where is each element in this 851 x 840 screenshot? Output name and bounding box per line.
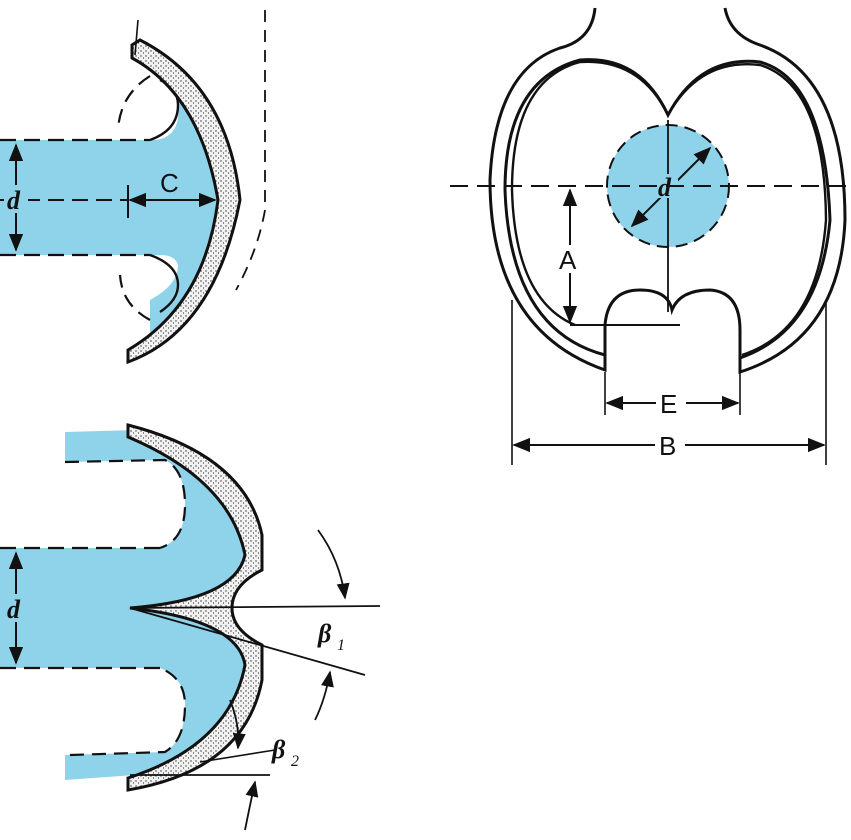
label-beta-2: β (271, 735, 286, 764)
label-a: A (559, 245, 577, 275)
label-e: E (660, 389, 677, 419)
label-depth-c: C (160, 168, 179, 198)
top-section-view: C d (0, 10, 266, 365)
bucket-shell-top (126, 38, 242, 365)
label-b: B (659, 431, 676, 461)
label-diameter-front: d (658, 173, 672, 202)
front-view: d A E B (450, 7, 851, 465)
label-beta-1-sub: 1 (337, 637, 345, 654)
jet-fluid-bottom (0, 430, 251, 780)
label-diameter-bottom: d (7, 595, 21, 624)
label-beta-2-sub: 2 (291, 753, 299, 770)
label-diameter-top: d (7, 186, 21, 215)
bucket-notch (603, 288, 742, 365)
bottom-section-view: β 1 β 2 d (0, 423, 381, 831)
label-beta-1: β (317, 619, 332, 648)
